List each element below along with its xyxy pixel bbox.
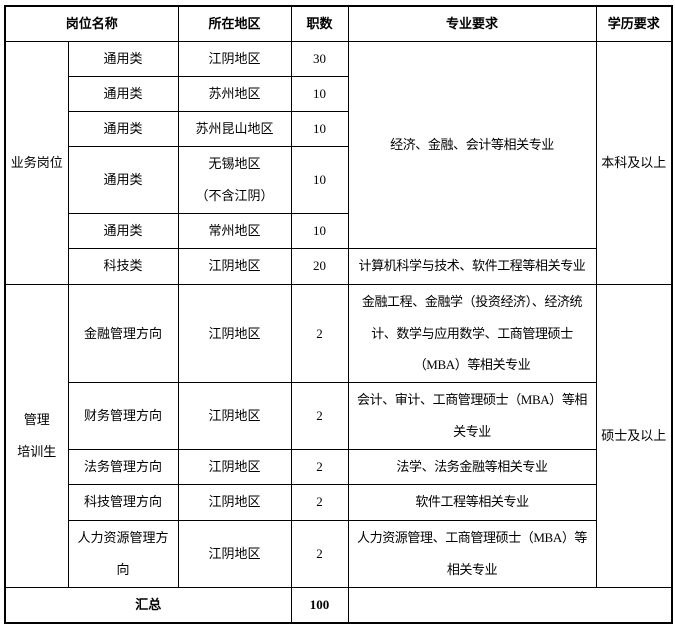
footer-row: 汇总 100	[4, 586, 673, 624]
table-row: 人力资源管理方向 江阴地区 2 人力资源管理、工商管理硕士（MBA）等相关专业	[5, 519, 672, 588]
cell-region: 江阴地区	[177, 483, 292, 521]
cell-major: 法学、法务金融等相关专业	[347, 448, 597, 485]
table-row: 通用类 无锡地区 （不含江阴） 10	[5, 145, 672, 214]
cell-count: 10	[290, 75, 349, 112]
footer-total: 100	[290, 586, 349, 624]
cell-major: 会计、审计、工商管理硕士（MBA）等相关专业	[347, 382, 597, 450]
cell-education-trainee: 硕士及以上	[595, 283, 673, 588]
group-label-business: 业务岗位	[4, 40, 69, 285]
cell-count: 2	[290, 283, 349, 384]
cell-count: 10	[290, 145, 349, 214]
recruitment-table: 岗位名称 所在地区 职数 专业要求 学历要求 业务岗位 通用类 江阴地区 30 …	[4, 5, 674, 624]
cell-count: 20	[290, 247, 349, 285]
cell-category: 通用类	[67, 212, 179, 249]
cell-category: 财务管理方向	[67, 382, 179, 450]
header-headcount: 职数	[290, 5, 349, 42]
cell-category: 科技类	[67, 247, 179, 285]
cell-shared-major: 经济、金融、会计等相关专业	[347, 40, 597, 249]
cell-count: 2	[290, 483, 349, 521]
group-label-trainee: 管理 培训生	[4, 283, 69, 588]
cell-category: 通用类	[67, 40, 179, 77]
cell-count: 2	[290, 382, 349, 450]
header-education: 学历要求	[595, 5, 673, 42]
cell-category: 金融管理方向	[67, 283, 179, 384]
cell-education-business: 本科及以上	[595, 40, 673, 285]
cell-region: 江阴地区	[177, 283, 292, 384]
cell-category: 科技管理方向	[67, 483, 179, 521]
footer-empty-cell	[347, 586, 673, 624]
table-row: 通用类 常州地区 10	[5, 212, 672, 249]
table-row: 通用类 苏州地区 10	[5, 75, 672, 112]
cell-count: 2	[290, 448, 349, 485]
table-row: 科技管理方向 江阴地区 2 软件工程等相关专业	[5, 483, 672, 521]
table-row: 法务管理方向 江阴地区 2 法学、法务金融等相关专业	[5, 448, 672, 485]
cell-region: 江阴地区	[177, 448, 292, 485]
header-major: 专业要求	[347, 5, 597, 42]
header-position-name: 岗位名称	[4, 5, 179, 42]
cell-region: 江阴地区	[177, 247, 292, 285]
cell-region: 苏州地区	[177, 75, 292, 112]
cell-count: 10	[290, 212, 349, 249]
cell-major: 金融工程、金融学（投资经济）、经济统计、数学与应用数学、工商管理硕士（MBA）等…	[347, 283, 597, 384]
cell-region: 江阴地区	[177, 40, 292, 77]
cell-count: 2	[290, 519, 349, 588]
cell-category: 通用类	[67, 145, 179, 214]
cell-count: 30	[290, 40, 349, 77]
cell-region: 常州地区	[177, 212, 292, 249]
cell-major: 人力资源管理、工商管理硕士（MBA）等相关专业	[347, 519, 597, 588]
cell-region: 苏州昆山地区	[177, 110, 292, 147]
cell-major: 软件工程等相关专业	[347, 483, 597, 521]
cell-major: 计算机科学与技术、软件工程等相关专业	[347, 247, 597, 285]
footer-label: 汇总	[4, 586, 292, 624]
table-row: 科技类 江阴地区 20 计算机科学与技术、软件工程等相关专业	[5, 247, 672, 285]
table-row: 通用类 苏州昆山地区 10	[5, 110, 672, 147]
cell-category: 通用类	[67, 75, 179, 112]
cell-region: 无锡地区 （不含江阴）	[177, 145, 292, 214]
header-region: 所在地区	[177, 5, 292, 42]
table-row: 业务岗位 通用类 江阴地区 30 经济、金融、会计等相关专业 本科及以上	[4, 40, 673, 285]
cell-region: 江阴地区	[177, 382, 292, 450]
cell-category: 人力资源管理方向	[67, 519, 179, 588]
cell-region: 江阴地区	[177, 519, 292, 588]
header-row: 岗位名称 所在地区 职数 专业要求 学历要求	[4, 5, 673, 42]
table-row: 财务管理方向 江阴地区 2 会计、审计、工商管理硕士（MBA）等相关专业	[5, 382, 672, 450]
cell-category: 法务管理方向	[67, 448, 179, 485]
cell-count: 10	[290, 110, 349, 147]
table-row: 管理 培训生 金融管理方向 江阴地区 2 金融工程、金融学（投资经济）、经济统计…	[4, 283, 673, 588]
cell-category: 通用类	[67, 110, 179, 147]
